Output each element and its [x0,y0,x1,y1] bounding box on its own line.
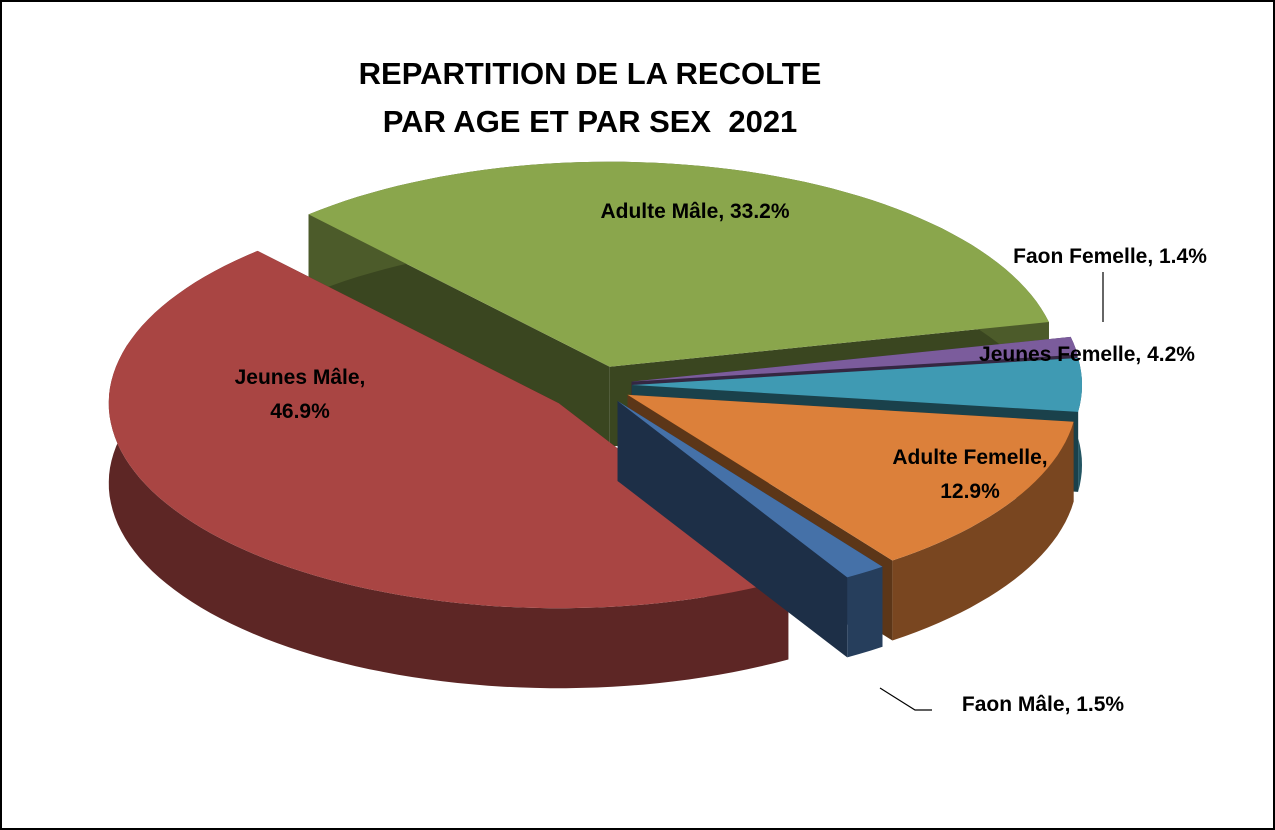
chart-title: REPARTITION DE LA RECOLTE PAR AGE ET PAR… [358,56,822,139]
slice [108,250,789,609]
data-label: Adulte Mâle, 33.2% [600,200,790,223]
slice [631,336,1078,382]
slice-wall [108,250,789,689]
data-label: Faon Mâle, 1.5% [961,693,1125,716]
leader-line [879,687,932,711]
slice [632,358,1082,412]
slice-wall [892,421,1074,641]
slice [627,394,1074,561]
slice-side [617,401,848,658]
data-label: Jeunes Mâle, 46.9% [234,366,366,423]
data-label: Adulte Femelle, 12.9% [892,446,1048,503]
data-label: Faon Femelle, 1.4% [1013,245,1207,268]
slice [308,161,1049,367]
data-label: Jeunes Femelle, 4.2% [979,343,1195,366]
slice-wall [847,566,883,658]
slice [617,401,883,578]
slice-side [308,214,610,447]
